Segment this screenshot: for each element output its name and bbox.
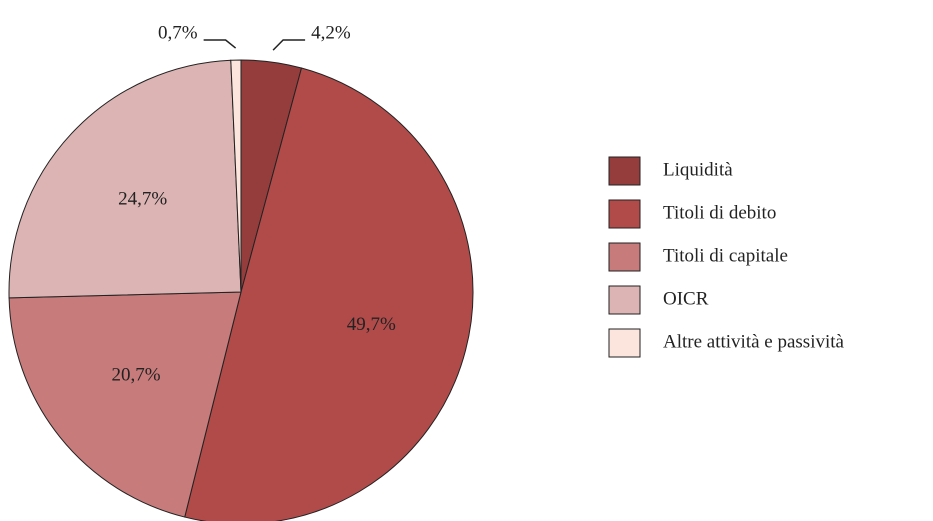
legend-label: Titoli di capitale — [663, 245, 788, 266]
legend-swatch — [608, 285, 641, 315]
pie-slice — [8, 291, 242, 518]
pie-slice — [184, 67, 474, 521]
legend-swatch — [608, 156, 641, 186]
legend-swatch — [608, 242, 641, 272]
pie-slice — [8, 59, 242, 299]
legend-label: Titoli di debito — [663, 202, 776, 223]
legend-label: Altre attività e passività — [663, 331, 845, 352]
leader-line — [272, 39, 306, 51]
data-label: 4,2% — [311, 22, 351, 43]
data-label: 24,7% — [118, 189, 167, 210]
data-label: 0,7% — [158, 22, 198, 43]
legend-label: Liquidità — [663, 159, 733, 180]
data-label: 49,7% — [347, 314, 396, 335]
data-label: 20,7% — [111, 364, 160, 385]
leader-line — [203, 39, 237, 49]
pie-slice — [230, 59, 242, 293]
legend-swatch — [608, 199, 641, 229]
legend-swatch — [608, 328, 641, 358]
legend-label: OICR — [663, 288, 709, 309]
